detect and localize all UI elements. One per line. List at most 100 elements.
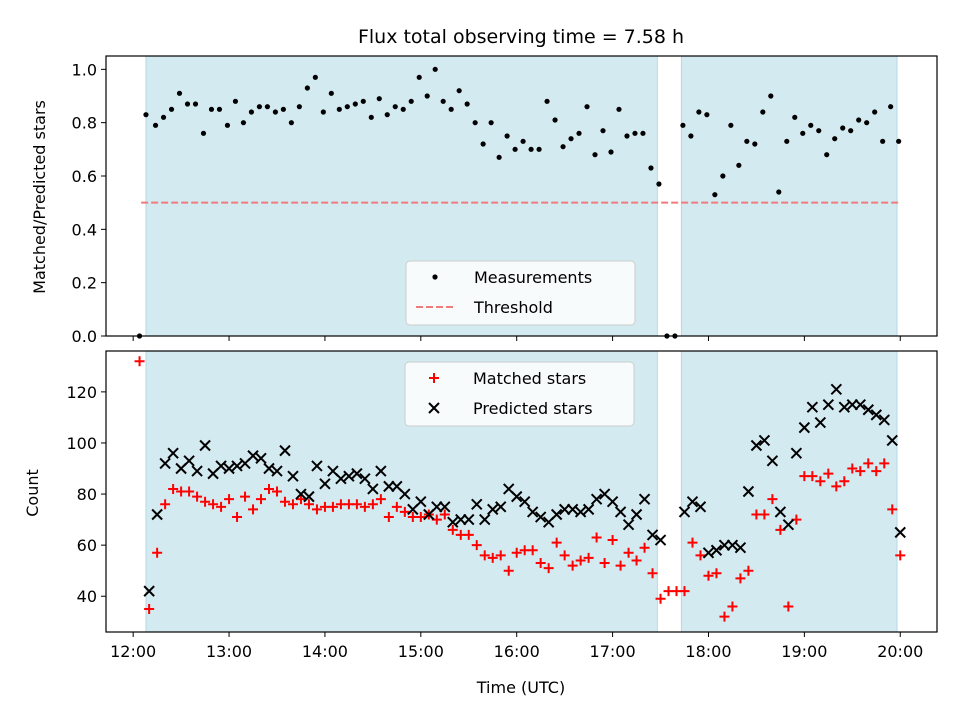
predicted-star-marker: [510, 490, 523, 503]
measurement-point: [576, 130, 582, 136]
predicted-star-marker: [790, 447, 803, 459]
matched-star-marker: [375, 494, 386, 505]
measurement-point: [512, 146, 518, 152]
measurement-point: [328, 90, 334, 96]
predicted-star-marker: [766, 455, 779, 467]
predicted-star-marker: [638, 493, 651, 505]
measurement-point: [776, 189, 782, 195]
x-tick-label: 13:00: [206, 642, 252, 661]
measurement-point: [680, 122, 686, 128]
matched-star-marker: [735, 573, 746, 584]
predicted-star-marker: [343, 470, 355, 482]
measurement-point: [400, 106, 406, 112]
measurement-point: [472, 120, 478, 126]
measurement-point: [536, 146, 542, 152]
predicted-star-marker: [231, 460, 243, 472]
measurement-point: [816, 128, 822, 134]
matched-star-marker: [134, 356, 145, 367]
matched-star-marker: [264, 483, 275, 494]
matched-star-marker: [807, 471, 818, 482]
matched-star-marker: [743, 565, 754, 576]
matched-star-marker: [256, 494, 267, 505]
measurement-point: [176, 90, 183, 96]
measurement-point: [160, 114, 167, 120]
matched-star-marker: [295, 494, 306, 505]
predicted-star-marker: [263, 462, 275, 475]
predicted-star-marker: [495, 501, 507, 513]
predicted-star-marker: [335, 473, 347, 485]
predicted-star-marker: [534, 511, 547, 523]
measurement-point: [832, 136, 838, 142]
matched-star-marker: [855, 466, 866, 477]
predicted-star-marker: [319, 478, 331, 490]
matched-star-marker: [303, 499, 314, 510]
measurement-point: [616, 106, 622, 112]
measurement-point: [872, 109, 878, 115]
y-tick-label: 0.0: [72, 327, 97, 346]
predicted-star-marker: [167, 447, 179, 459]
measurement-point: [592, 152, 598, 158]
matched-star-marker: [631, 555, 642, 566]
predicted-star-marker: [143, 585, 155, 597]
matched-star-marker: [383, 512, 394, 523]
matched-star-marker: [559, 550, 570, 561]
predicted-star-marker: [247, 450, 259, 462]
predicted-star-marker: [622, 519, 635, 531]
y-tick-label: 1.0: [72, 60, 97, 79]
matched-star-marker: [479, 550, 490, 561]
predicted-star-marker: [806, 401, 819, 413]
predicted-star-marker: [870, 409, 882, 421]
measurement-point: [432, 66, 438, 72]
x-tick-label: 17:00: [590, 642, 636, 661]
predicted-star-marker: [487, 503, 499, 516]
matched-star-marker: [399, 506, 410, 517]
matched-star-marker: [831, 481, 842, 492]
measurement-point: [552, 117, 558, 123]
matched-star-marker: [783, 601, 794, 612]
predicted-star-marker: [439, 501, 451, 513]
matched-star-marker: [767, 494, 778, 505]
predicted-star-marker: [479, 513, 491, 526]
matched-star-marker: [551, 537, 562, 548]
predicted-star-marker: [574, 506, 587, 518]
predicted-star-marker: [646, 529, 659, 541]
x-tick-label: 15:00: [398, 642, 444, 661]
predicted-star-marker: [726, 539, 739, 551]
predicted-star-marker: [886, 434, 898, 447]
measurement-point: [384, 112, 390, 118]
measurement-point: [640, 130, 646, 136]
x-tick-label: 14:00: [302, 642, 348, 661]
legend-matched-swatch: [429, 373, 439, 383]
y-tick-label: 80: [77, 485, 97, 504]
legend-box: [405, 260, 636, 326]
matched-star-marker: [887, 504, 898, 515]
measurement-point: [656, 181, 662, 187]
predicted-star-marker: [351, 467, 363, 480]
predicted-star-marker: [199, 439, 211, 452]
legend-label: Measurements: [474, 268, 592, 287]
matched-star-marker: [543, 563, 554, 574]
predicted-star-marker: [311, 460, 323, 472]
measurement-point: [192, 101, 199, 107]
legend: Matched stars Predicted stars: [404, 361, 635, 427]
measurement-point: [544, 98, 550, 104]
predicted-star-marker: [279, 444, 291, 457]
measurement-point: [440, 98, 446, 104]
measurement-point: [368, 114, 374, 120]
measurement-point: [792, 114, 798, 120]
matched-star-marker: [192, 491, 203, 502]
predicted-star-marker: [654, 534, 667, 546]
predicted-star-marker: [223, 462, 235, 475]
bottom-y-axis-label: Count: [23, 469, 42, 517]
y-tick-label: 120: [66, 383, 97, 402]
predicted-star-marker: [830, 383, 843, 396]
measurement-point: [808, 122, 814, 128]
matched-star-marker: [879, 458, 890, 469]
predicted-star-marker: [854, 398, 866, 411]
y-tick-label: 100: [66, 434, 97, 453]
measurement-point: [184, 101, 191, 107]
predicted-star-marker: [742, 485, 755, 498]
legend-box: [404, 361, 635, 427]
matched-star-marker: [208, 499, 219, 510]
matched-star-marker: [727, 601, 738, 612]
